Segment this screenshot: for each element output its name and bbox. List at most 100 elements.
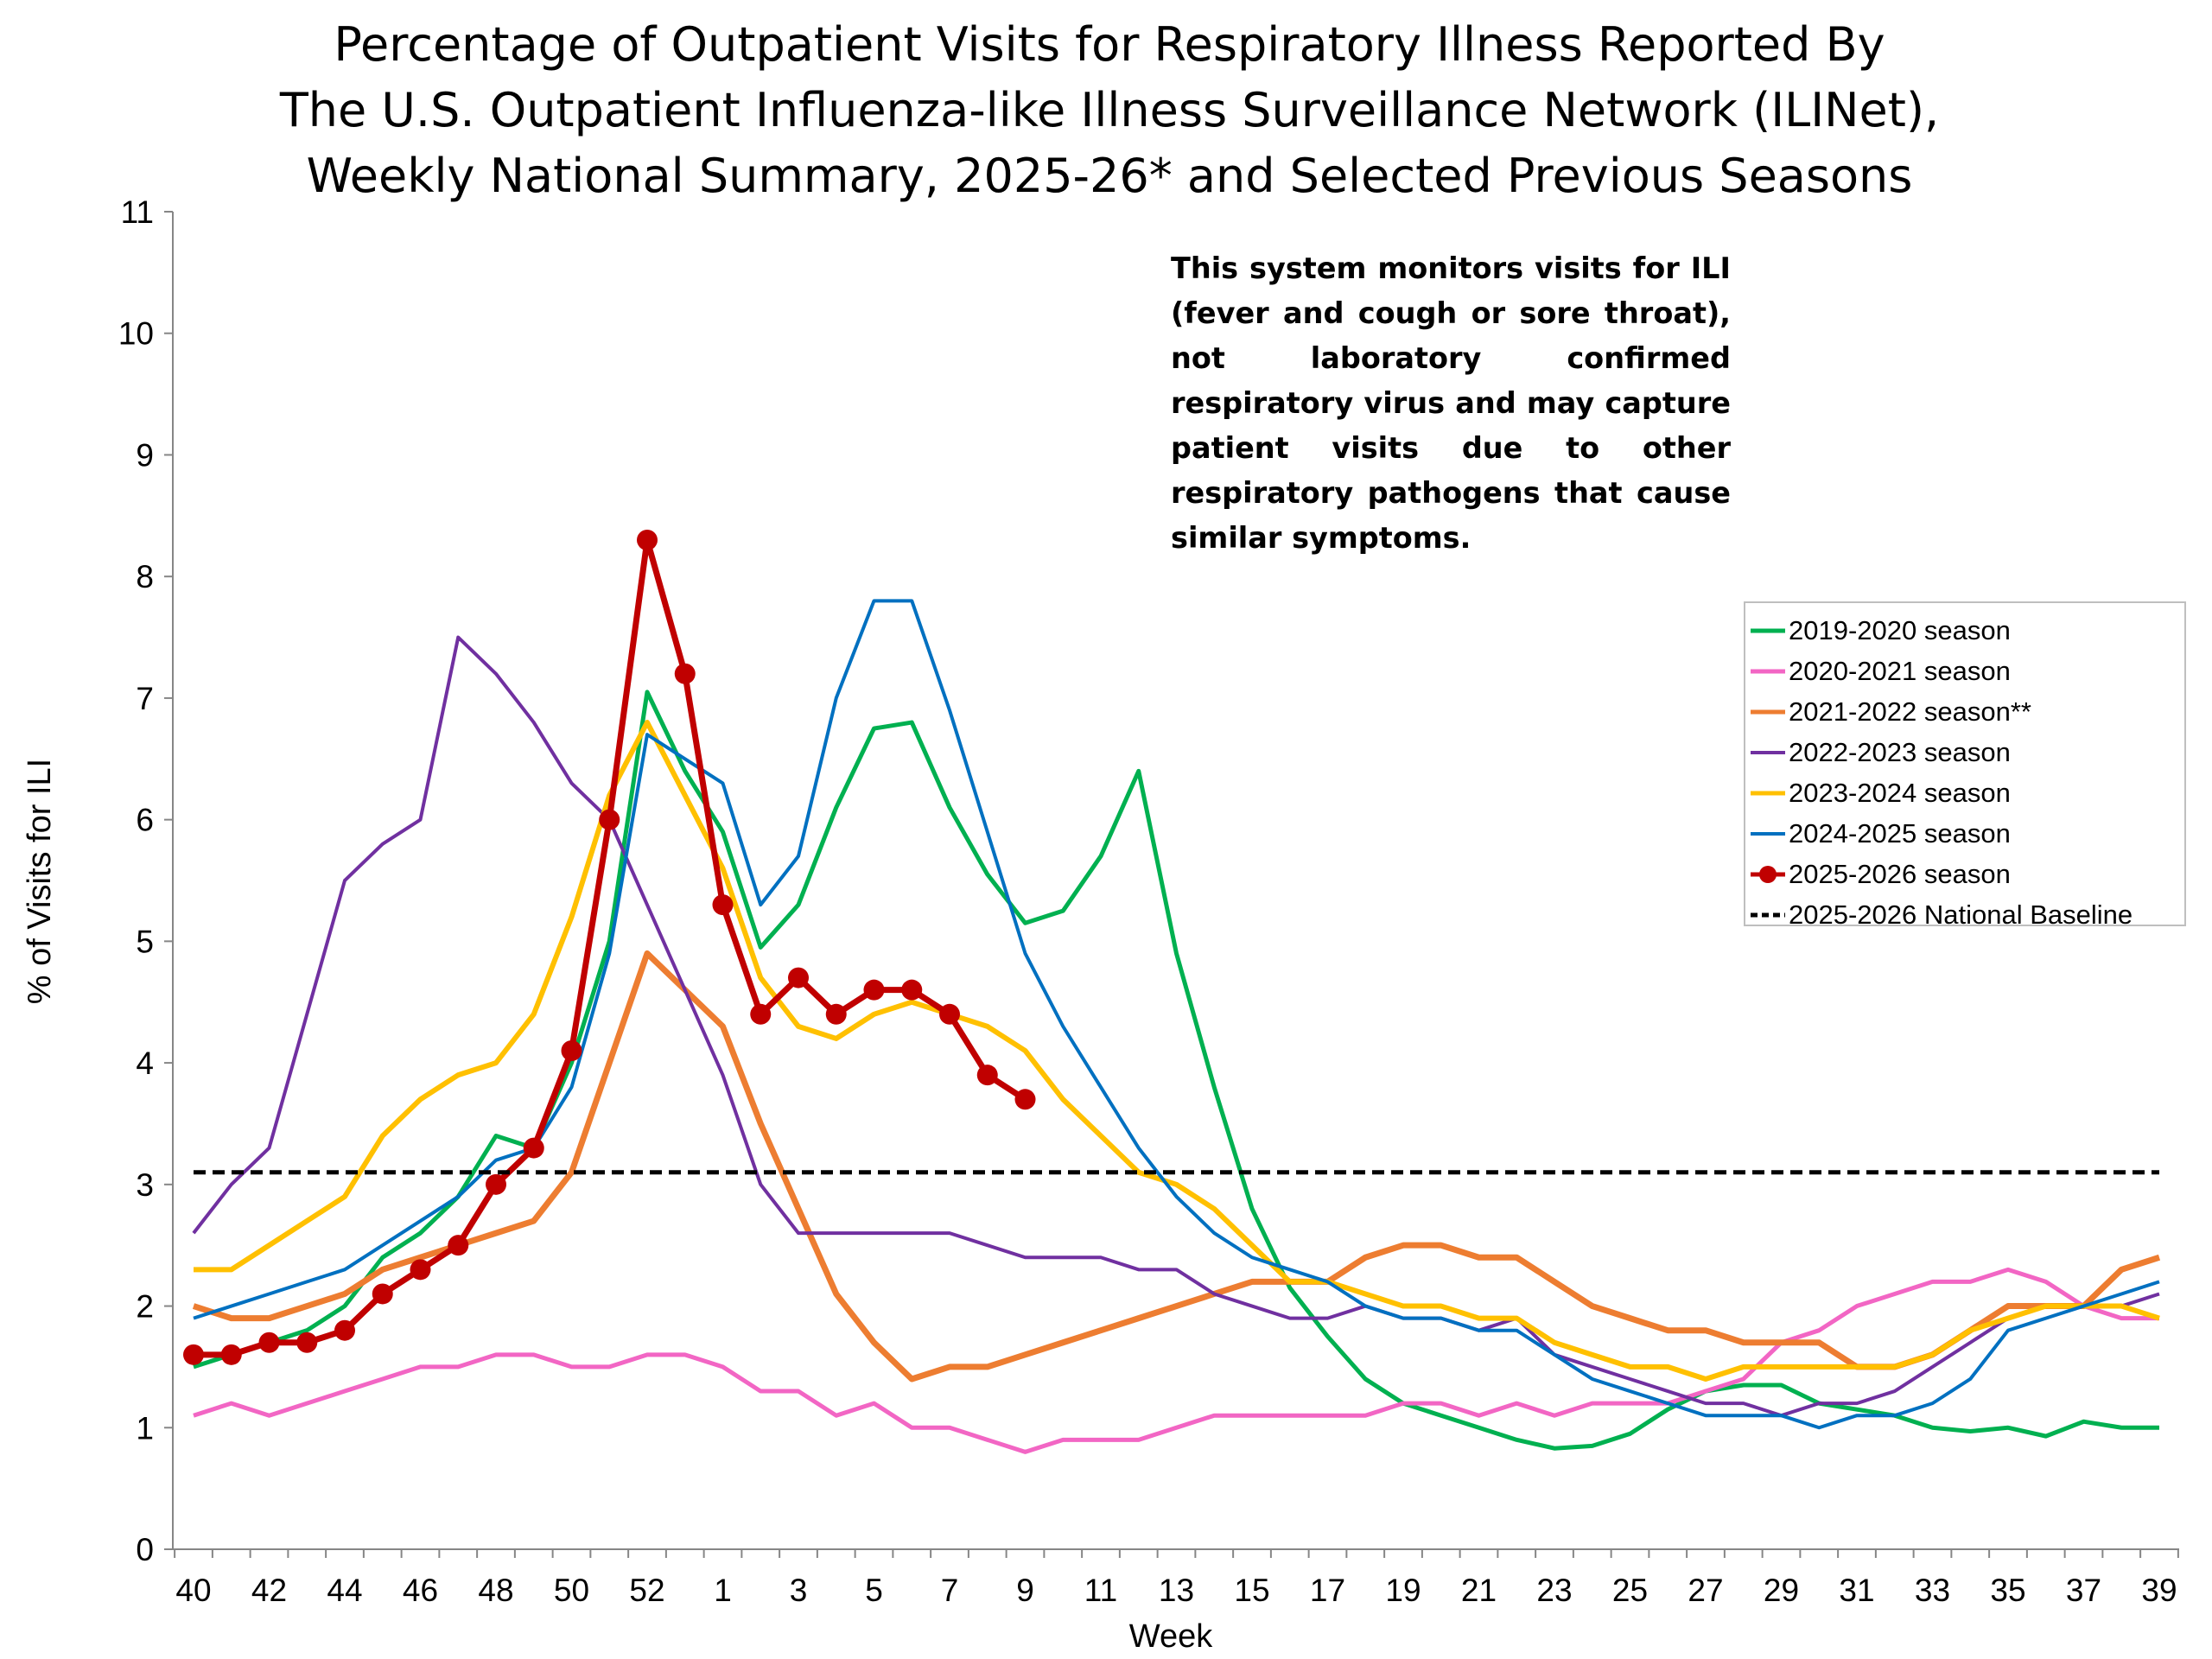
data-point-2025-2026-season [599,809,620,830]
data-point-2025-2026-season [939,1003,960,1025]
data-point-2025-2026-season [976,1065,998,1086]
x-tick-label: 7 [941,1573,959,1608]
data-point-2025-2026-season [863,979,885,1001]
data-point-2025-2026-season [220,1344,242,1365]
y-tick-label: 6 [136,803,154,838]
legend-item: 2019-2020 season [1745,610,2184,651]
y-tick-label: 2 [136,1289,154,1325]
x-tick-label: 9 [1016,1573,1034,1608]
data-point-2025-2026-season [372,1283,393,1305]
x-tick-label: 17 [1310,1573,1345,1608]
legend-label: 2025-2026 season [1789,858,2011,889]
series-line-2023-2024-season [194,720,2160,1382]
y-tick-label: 9 [136,437,154,473]
x-tick-label: 5 [865,1573,883,1608]
x-tick-label: 23 [1536,1573,1572,1608]
x-tick-label: 1 [714,1573,732,1608]
data-point-2025-2026-season [334,1319,355,1341]
x-tick-label: 15 [1234,1573,1269,1608]
y-tick-label: 8 [136,559,154,594]
data-point-2025-2026-season [296,1332,318,1353]
y-tick-label: 0 [136,1532,154,1567]
legend-label: 2019-2020 season [1789,614,2011,645]
data-point-2025-2026-season [561,1040,582,1062]
y-axis-label: % of Visits for ILI [22,759,58,1004]
x-tick-label: 35 [1990,1573,2025,1608]
legend-item: 2022-2023 season [1745,732,2184,772]
legend-swatch [1751,750,1785,754]
y-tick-label: 4 [136,1046,154,1081]
legend: 2019-2020 season 2020-2021 season 2021-202… [1744,601,2186,930]
legend-label: 2021-2022 season** [1789,696,2031,727]
legend-label: 2023-2024 season [1789,777,2011,808]
legend-swatch [1751,912,1785,917]
data-point-2025-2026-season [901,979,923,1001]
legend-label: 2020-2021 season [1789,655,2011,686]
series-line-2020-2021-season [193,1267,2159,1454]
x-tick-label: 40 [175,1573,211,1608]
x-tick-label: 39 [2141,1573,2177,1608]
data-point-2025-2026-season [523,1137,544,1159]
series-line-2024-2025-season [193,599,2160,1430]
chart-title: Percentage of Outpatient Visits for Resp… [0,12,2212,209]
x-tick-label: 31 [1839,1573,1874,1608]
x-tick-label: 25 [1612,1573,1648,1608]
legend-item: 2020-2021 season [1745,651,2184,691]
y-tick-label: 7 [136,681,154,716]
x-tick-label: 11 [1084,1573,1117,1608]
x-tick-label: 37 [2066,1573,2101,1608]
x-tick-label: 29 [1764,1573,1799,1608]
legend-item: 2025-2026 National Baseline [1745,894,2184,935]
x-tick-label: 46 [403,1573,438,1608]
x-tick-label: 48 [478,1573,513,1608]
legend-swatch [1751,791,1785,795]
chart-title-line: The U.S. Outpatient Influenza-like Illne… [279,83,1940,137]
legend-label: 2025-2026 National Baseline [1789,899,2133,930]
series-line-2022-2023-season [192,635,2160,1418]
data-point-2025-2026-season [825,1003,847,1025]
legend-item: 2024-2025 season [1745,813,2184,854]
y-tick-label: 11 [121,194,154,230]
legend-swatch [1751,865,1785,883]
x-axis-label: Week [1129,1618,1213,1655]
x-tick-label: 42 [251,1573,287,1608]
data-point-2025-2026-season [410,1259,431,1281]
legend-label: 2024-2025 season [1789,817,2011,849]
legend-label: 2022-2023 season [1789,736,2011,767]
data-point-2025-2026-season [750,1003,772,1025]
data-point-2025-2026-season [788,967,809,988]
x-tick-label: 19 [1385,1573,1421,1608]
y-tick-label: 10 [118,316,154,352]
series-line-2019-2020-season [193,690,2159,1451]
data-point-2025-2026-season [1014,1089,1036,1110]
legend-swatch [1751,709,1785,714]
data-point-2025-2026-season [637,529,658,550]
y-tick-label: 1 [136,1410,154,1446]
x-tick-label: 50 [554,1573,589,1608]
legend-item: 2023-2024 season [1745,772,2184,813]
y-tick-label: 3 [136,1167,154,1203]
legend-swatch [1751,669,1785,673]
data-point-2025-2026-season [486,1173,506,1195]
chart-title-line: Percentage of Outpatient Visits for Resp… [334,17,1885,72]
y-tick-label: 5 [136,924,154,959]
legend-item: 2021-2022 season** [1745,691,2184,732]
x-tick-label: 13 [1159,1573,1194,1608]
chart-annotation: This system monitors visits for ILI (fev… [1171,251,1731,555]
x-tick-label: 3 [790,1573,808,1608]
legend-swatch [1751,831,1785,836]
data-point-2025-2026-season [674,663,696,684]
legend-swatch [1751,628,1785,632]
x-tick-label: 21 [1461,1573,1497,1608]
x-tick-label: 33 [1915,1573,1950,1608]
data-point-2025-2026-season [258,1332,280,1353]
x-tick-label: 27 [1688,1573,1723,1608]
series-line-2021-2022-season [192,950,2161,1382]
data-point-2025-2026-season [183,1344,204,1365]
chart-title-line: Weekly National Summary, 2025-26* and Se… [306,149,1913,203]
data-point-2025-2026-season [712,894,734,916]
data-point-2025-2026-season [448,1235,469,1256]
legend-item: 2025-2026 season [1745,854,2184,894]
x-tick-label: 44 [327,1573,362,1608]
